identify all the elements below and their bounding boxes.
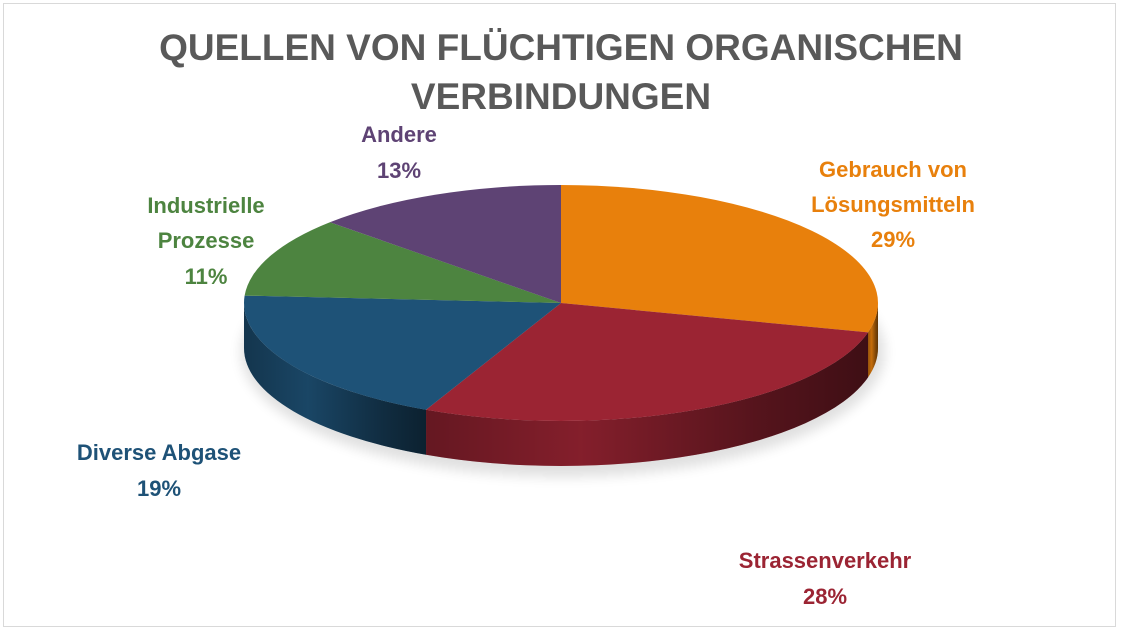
label-industrielle-prozesse: Industrielle Prozesse 11% xyxy=(147,193,264,289)
pie-sides xyxy=(244,303,878,466)
slice-strassenverkehr[interactable] xyxy=(426,303,869,421)
label-andere-line-1: Andere xyxy=(361,122,437,147)
label-strassenverkehr-line-1: Strassenverkehr xyxy=(739,548,912,573)
slice-side-shade-strassenverkehr xyxy=(426,332,869,466)
label-gebrauch-line-1: Gebrauch von xyxy=(819,157,967,182)
chart-title-line-2: VERBINDUNGEN xyxy=(411,76,711,117)
label-industrielle-percent: 11% xyxy=(185,264,228,289)
label-strassenverkehr: Strassenverkehr 28% xyxy=(739,548,912,609)
label-industrielle-line-1: Industrielle xyxy=(147,193,264,218)
pie-slices xyxy=(244,185,878,421)
label-gebrauch-percent: 29% xyxy=(871,227,915,252)
label-gebrauch-line-2: Lösungsmitteln xyxy=(811,192,975,217)
slice-andere[interactable] xyxy=(329,185,561,303)
label-andere: Andere 13% xyxy=(361,122,437,183)
slice-side-shade-gebrauch-von xyxy=(868,303,878,378)
label-diverse-abgase: Diverse Abgase 19% xyxy=(77,440,241,501)
label-gebrauch: Gebrauch von Lösungsmitteln 29% xyxy=(811,157,975,252)
slice-side-shade-diverse-abgase xyxy=(244,303,427,455)
slice-industrielle[interactable] xyxy=(244,222,561,303)
label-diverse-abgase-line-1: Diverse Abgase xyxy=(77,440,241,465)
slice-diverse-abgase[interactable] xyxy=(244,295,562,410)
label-strassenverkehr-percent: 28% xyxy=(803,584,847,609)
label-diverse-abgase-percent: 19% xyxy=(137,476,181,501)
label-industrielle-line-2: Prozesse xyxy=(158,228,255,253)
slice-gebrauch-von[interactable] xyxy=(561,185,878,333)
chart-title-line-1: QUELLEN VON FLÜCHTIGEN ORGANISCHEN xyxy=(159,27,963,68)
label-andere-percent: 13% xyxy=(377,158,421,183)
